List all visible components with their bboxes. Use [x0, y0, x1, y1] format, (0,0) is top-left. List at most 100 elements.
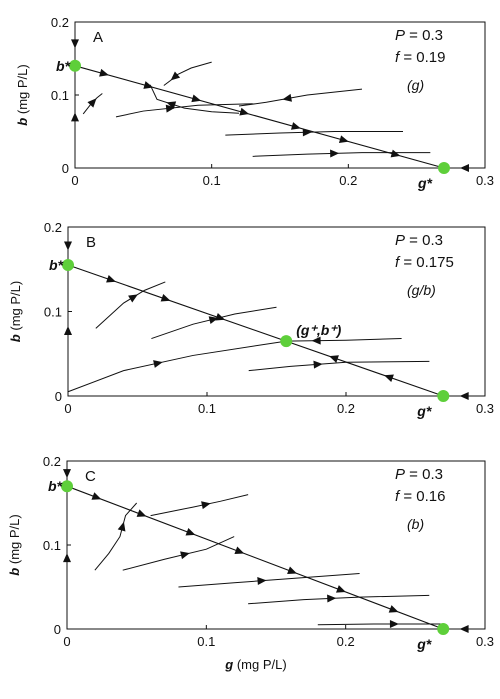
regime-label: (b): [407, 516, 424, 532]
trajectory: [248, 360, 430, 372]
direction-arrow: [191, 94, 202, 103]
trajectory: [151, 306, 277, 340]
direction-arrow: [390, 149, 401, 158]
direction-arrow: [384, 374, 394, 383]
direction-arrow: [117, 521, 126, 532]
direction-arrow: [64, 241, 72, 251]
direction-arrow: [87, 98, 97, 108]
x-tick-label: 0.2: [337, 634, 355, 649]
direction-arrow: [128, 294, 138, 303]
x-tick-label: 0: [64, 401, 71, 416]
param-f: f = 0.19: [395, 49, 445, 66]
direction-arrow: [166, 101, 177, 109]
direction-arrow: [290, 122, 301, 130]
equilibrium-label: b*: [49, 257, 64, 273]
trajectory: [149, 84, 240, 114]
param-f: f = 0.175: [395, 254, 454, 271]
direction-arrow: [282, 93, 292, 102]
plot-frame: [66, 460, 486, 630]
x-tick-label: 0.1: [198, 401, 216, 416]
equilibrium-point: [280, 335, 293, 348]
equilibrium-label: g*: [416, 403, 432, 419]
trajectory: [150, 494, 249, 517]
trajectory: [286, 338, 402, 342]
direction-arrow: [459, 625, 469, 633]
y-tick-label: 0.1: [43, 538, 61, 553]
nullcline: [67, 264, 444, 397]
direction-arrow: [63, 469, 71, 479]
param-P: P = 0.3: [395, 27, 443, 44]
direction-arrow: [185, 527, 196, 536]
equilibrium-point: [62, 259, 74, 272]
trajectory: [122, 536, 235, 571]
y-axis-label: b (mg P/L): [8, 281, 23, 342]
trajectory: [115, 103, 253, 118]
direction-arrow: [106, 274, 116, 283]
direction-arrow: [165, 104, 176, 113]
direction-arrow: [136, 509, 147, 517]
panel-B: 0 0.1 0.2 0.3 0 0.1 0.2 b (mg P/L) B P = 0.3 f = 0…: [8, 220, 494, 419]
x-tick-label: 0.2: [337, 401, 355, 416]
y-tick-label: 0: [55, 389, 62, 404]
x-tick-label: 0: [71, 173, 78, 188]
trajectory: [317, 623, 444, 626]
direction-arrow: [388, 605, 399, 613]
trajectory: [178, 573, 360, 588]
panel-letter: B: [86, 234, 96, 251]
direction-arrow: [239, 107, 250, 116]
trajectory: [252, 152, 431, 157]
direction-arrow: [257, 577, 267, 586]
plot-frame: [67, 226, 486, 397]
direction-arrow: [91, 492, 102, 500]
nullcline: [66, 485, 444, 630]
direction-arrow: [327, 594, 337, 603]
trajectory: [94, 502, 138, 571]
trajectory: [95, 281, 166, 329]
direction-arrow: [313, 360, 323, 369]
y-axis-label: b (mg P/L): [7, 514, 22, 575]
direction-arrow: [208, 316, 219, 325]
direction-arrow: [389, 619, 399, 628]
direction-arrow: [460, 164, 469, 172]
x-tick-label: 0.1: [197, 634, 215, 649]
direction-arrow: [329, 355, 339, 363]
direction-arrow: [160, 293, 171, 302]
direction-arrow: [180, 551, 190, 560]
direction-arrow: [287, 566, 297, 575]
y-tick-label: 0.2: [44, 220, 62, 235]
panel-letter: A: [93, 29, 103, 46]
direction-arrow: [302, 128, 312, 137]
direction-arrow: [330, 149, 340, 158]
direction-arrow: [201, 501, 211, 510]
x-tick-label: 0.3: [476, 401, 494, 416]
direction-arrow: [99, 68, 109, 77]
equilibrium-label: g*: [416, 636, 432, 652]
x-tick-label: 0.3: [476, 634, 494, 649]
direction-arrow: [170, 71, 181, 81]
y-axis-label: b (mg P/L): [15, 64, 30, 125]
equilibrium-label: b*: [48, 478, 63, 494]
direction-arrow: [234, 546, 245, 555]
direction-arrow: [311, 336, 321, 345]
equilibrium-label: g*: [417, 175, 433, 191]
y-tick-label: 0.1: [51, 88, 69, 103]
equilibrium-point: [437, 623, 450, 635]
x-tick-label: 0.3: [476, 173, 494, 188]
trajectory: [248, 594, 430, 605]
x-tick-label: 0.2: [339, 173, 357, 188]
panel-letter: C: [85, 468, 96, 485]
direction-arrow: [335, 585, 346, 593]
y-tick-label: 0.1: [44, 305, 62, 320]
equilibrium-point: [437, 390, 450, 402]
direction-arrow: [153, 360, 163, 368]
direction-arrow: [64, 326, 72, 336]
y-tick-label: 0.2: [51, 15, 69, 30]
y-tick-label: 0.2: [43, 454, 61, 469]
direction-arrow: [71, 112, 79, 122]
equilibrium-point: [438, 162, 450, 174]
equilibrium-label: b*: [56, 58, 71, 74]
direction-arrow: [63, 553, 71, 563]
equilibrium-label: (g⁺,b⁺): [296, 322, 341, 338]
x-tick-label: 0: [63, 634, 70, 649]
